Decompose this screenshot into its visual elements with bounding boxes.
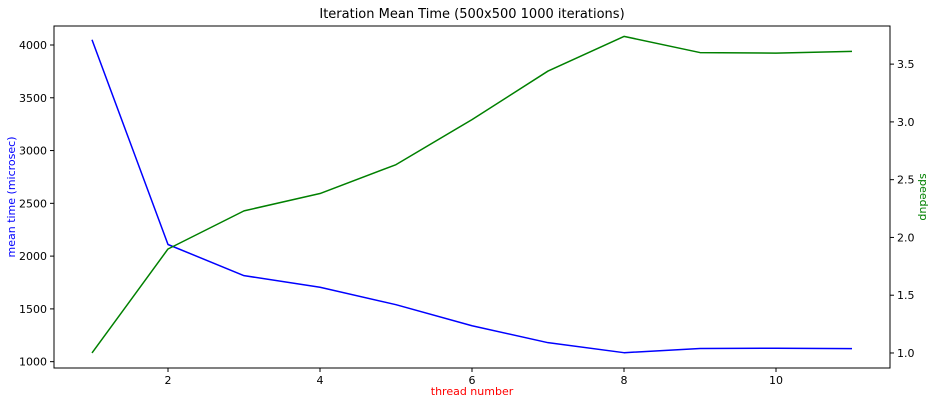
y-left-tick-label: 3000: [19, 145, 47, 158]
x-tick-label: 2: [165, 374, 172, 387]
y-right-tick-label: 2.0: [897, 231, 915, 244]
y-axis-left-label: mean time (microsec): [5, 137, 18, 258]
x-axis-ticks: 2 4 6 8 10: [165, 368, 783, 387]
y-axis-left-ticks: 1000 1500 2000 2500 3000 3500 4000: [19, 39, 54, 369]
y-left-tick-label: 2000: [19, 250, 47, 263]
x-axis-label: thread number: [431, 385, 514, 398]
x-tick-label: 6: [469, 374, 476, 387]
y-right-tick-label: 2.5: [897, 174, 915, 187]
x-tick-label: 10: [769, 374, 783, 387]
y-left-tick-label: 4000: [19, 39, 47, 52]
y-left-tick-label: 1000: [19, 356, 47, 369]
y-axis-right-ticks: 1.0 1.5 2.0 2.5 3.0 3.5: [890, 58, 915, 360]
y-right-tick-label: 1.0: [897, 347, 915, 360]
y-left-tick-label: 1500: [19, 303, 47, 316]
y-left-tick-label: 3500: [19, 92, 47, 105]
y-left-tick-label: 2500: [19, 197, 47, 210]
series-line-mean-time: [91, 39, 853, 354]
plot-frame: [53, 25, 891, 369]
series-line-speedup: [91, 35, 853, 354]
x-tick-label: 4: [317, 374, 324, 387]
series-layer: [91, 35, 853, 354]
y-right-tick-label: 3.0: [897, 116, 915, 129]
y-right-tick-label: 1.5: [897, 289, 915, 302]
chart-title: Iteration Mean Time (500x500 1000 iterat…: [319, 7, 624, 22]
y-right-tick-label: 3.5: [897, 58, 915, 71]
y-axis-right-label: speedup: [917, 173, 930, 220]
x-tick-label: 8: [621, 374, 628, 387]
